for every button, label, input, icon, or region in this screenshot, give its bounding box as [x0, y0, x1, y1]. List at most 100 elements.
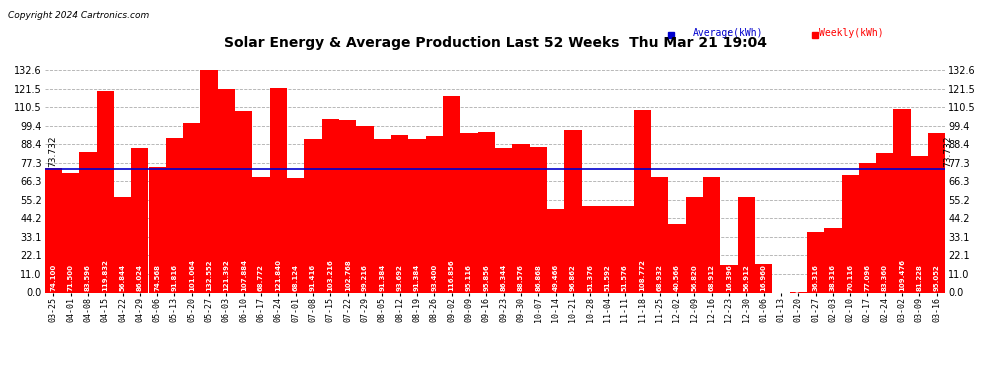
Bar [754, 264, 772, 292]
Text: 95.052: 95.052 [934, 264, 940, 291]
Text: 73.732: 73.732 [943, 136, 952, 167]
Text: 83.596: 83.596 [85, 264, 91, 291]
Bar [322, 119, 339, 292]
Bar [911, 156, 929, 292]
Text: 88.576: 88.576 [518, 264, 524, 291]
Text: 116.856: 116.856 [448, 259, 454, 291]
Text: 95.116: 95.116 [466, 264, 472, 291]
Bar [634, 110, 651, 292]
Bar [668, 224, 685, 292]
Bar [495, 148, 513, 292]
Text: Average(kWh): Average(kWh) [693, 28, 763, 38]
Text: 40.566: 40.566 [674, 264, 680, 291]
Text: 91.384: 91.384 [414, 264, 420, 291]
Text: 103.216: 103.216 [328, 259, 334, 291]
Bar [477, 132, 495, 292]
Bar [373, 139, 391, 292]
Bar [183, 123, 200, 292]
Bar [858, 163, 876, 292]
Text: 121.840: 121.840 [275, 259, 281, 291]
Text: 109.476: 109.476 [899, 259, 905, 291]
Text: 68.912: 68.912 [709, 264, 715, 291]
Text: 49.466: 49.466 [552, 264, 558, 291]
Text: 102.768: 102.768 [345, 259, 350, 291]
Text: 68.932: 68.932 [656, 264, 662, 291]
Bar [720, 265, 738, 292]
Bar [513, 144, 530, 292]
Bar [304, 139, 322, 292]
Text: 36.316: 36.316 [813, 264, 819, 291]
Bar [530, 147, 546, 292]
Text: 83.360: 83.360 [882, 264, 888, 291]
Text: 38.316: 38.316 [830, 264, 836, 291]
Text: Copyright 2024 Cartronics.com: Copyright 2024 Cartronics.com [8, 11, 149, 20]
Text: 56.820: 56.820 [691, 264, 697, 291]
Text: 56.844: 56.844 [120, 264, 126, 291]
Bar [738, 197, 754, 292]
Bar [148, 167, 165, 292]
Bar [391, 135, 408, 292]
Text: 86.344: 86.344 [501, 264, 507, 291]
Text: 70.116: 70.116 [847, 264, 853, 291]
Bar [97, 92, 114, 292]
Bar [269, 88, 287, 292]
Bar [79, 152, 96, 292]
Text: 132.552: 132.552 [206, 260, 212, 291]
Bar [131, 148, 148, 292]
Text: 119.832: 119.832 [102, 259, 108, 291]
Bar [61, 172, 79, 292]
Bar [703, 177, 721, 292]
Text: 68.124: 68.124 [293, 264, 299, 291]
Text: 96.862: 96.862 [570, 264, 576, 291]
Bar [218, 89, 236, 292]
Bar [356, 126, 373, 292]
Text: 16.396: 16.396 [726, 264, 732, 291]
Bar [928, 133, 945, 292]
Text: 91.416: 91.416 [310, 264, 316, 291]
Bar [426, 136, 443, 292]
Text: 74.568: 74.568 [154, 264, 160, 291]
Text: 51.576: 51.576 [622, 264, 628, 291]
Text: 93.692: 93.692 [397, 264, 403, 291]
Text: 73.732: 73.732 [48, 136, 57, 167]
Bar [842, 175, 859, 292]
Title: Solar Energy & Average Production Last 52 Weeks  Thu Mar 21 19:04: Solar Energy & Average Production Last 5… [224, 36, 766, 50]
Text: 101.064: 101.064 [189, 259, 195, 291]
Text: :: : [693, 28, 734, 38]
Bar [200, 70, 218, 292]
Bar [824, 228, 842, 292]
Bar [165, 138, 183, 292]
Text: 81.228: 81.228 [917, 264, 923, 291]
Text: Weekly(kWh): Weekly(kWh) [820, 28, 884, 38]
Bar [546, 210, 564, 292]
Text: 71.500: 71.500 [67, 264, 73, 291]
Text: 121.392: 121.392 [224, 259, 230, 291]
Text: 99.216: 99.216 [362, 264, 368, 291]
Text: 51.592: 51.592 [605, 264, 611, 291]
Text: 16.960: 16.960 [760, 264, 766, 291]
Text: 108.772: 108.772 [640, 259, 645, 291]
Bar [616, 206, 634, 292]
Text: 77.096: 77.096 [864, 264, 870, 291]
Text: 56.912: 56.912 [743, 264, 749, 291]
Text: 68.772: 68.772 [258, 264, 264, 291]
Bar [685, 197, 703, 292]
Bar [651, 177, 668, 292]
Text: 95.856: 95.856 [483, 264, 489, 291]
Bar [114, 197, 131, 292]
Bar [460, 133, 477, 292]
Bar [236, 111, 252, 292]
Text: 86.868: 86.868 [536, 264, 542, 291]
Text: 107.884: 107.884 [241, 259, 247, 291]
Bar [339, 120, 356, 292]
Bar [599, 206, 616, 292]
Bar [582, 206, 599, 292]
Bar [807, 231, 824, 292]
Bar [893, 109, 911, 292]
Text: 91.384: 91.384 [379, 264, 385, 291]
Bar [45, 168, 61, 292]
Bar [443, 96, 460, 292]
Text: 91.816: 91.816 [171, 264, 177, 291]
Bar [252, 177, 269, 292]
Text: 74.100: 74.100 [50, 264, 56, 291]
